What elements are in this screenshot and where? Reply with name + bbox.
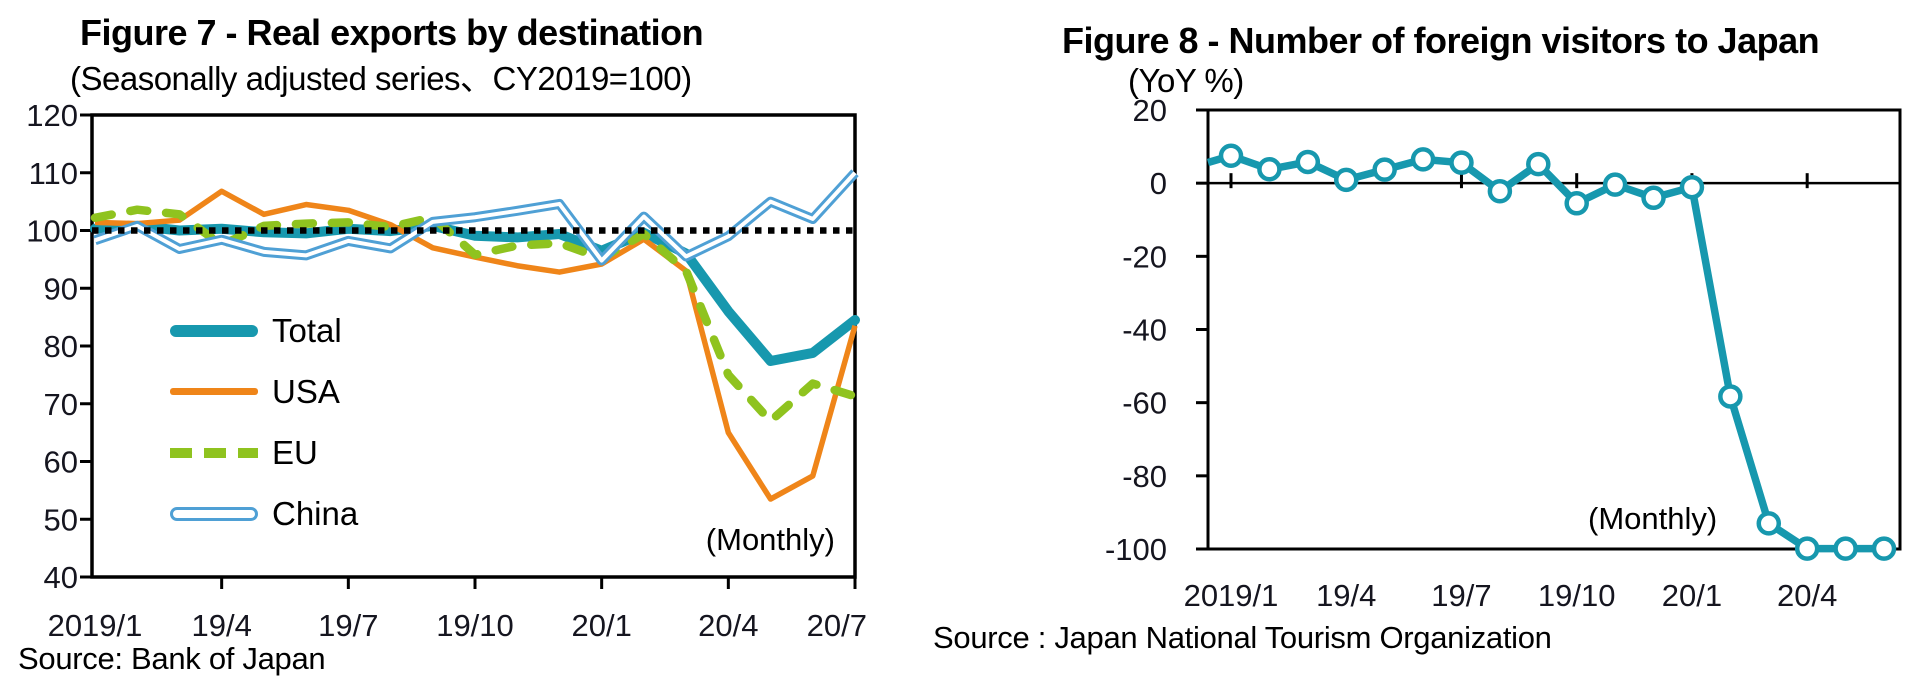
x-axis-tick-label: 20/7 <box>807 608 867 643</box>
x-axis-tick-label: 19/7 <box>1431 578 1491 613</box>
y-axis-tick-label: 50 <box>44 502 78 537</box>
series-line-total <box>90 220 860 367</box>
y-axis-tick-label: 110 <box>29 156 78 191</box>
legend-label: Total <box>272 311 342 349</box>
series-marker <box>1487 178 1513 204</box>
series-marker <box>1718 384 1743 409</box>
series-marker <box>1372 157 1397 182</box>
figure8-title: Figure 8 - Number of foreign visitors to… <box>1062 20 1820 61</box>
figure7-title: Figure 7 - Real exports by destination <box>80 12 704 53</box>
series-marker <box>1564 191 1589 216</box>
x-axis-tick-label: 19/10 <box>436 608 514 643</box>
x-axis-tick-label: 2019/1 <box>1184 578 1279 613</box>
x-axis-tick-label: 20/1 <box>1662 578 1722 613</box>
legend-label: USA <box>272 372 340 410</box>
legend-swatch-dashed <box>170 447 258 458</box>
figure8-subtitle: (YoY %) <box>1128 62 1244 99</box>
series-line-eu <box>90 205 860 426</box>
y-axis-tick-label: -60 <box>1122 386 1167 421</box>
x-axis-tick-label: 19/7 <box>318 608 378 643</box>
series-marker <box>1295 149 1321 175</box>
series-marker <box>1602 172 1628 197</box>
series-marker <box>1333 167 1359 193</box>
x-axis-tick-label: 19/4 <box>1316 578 1376 613</box>
series-marker <box>1871 536 1897 561</box>
y-axis-tick-label: -80 <box>1122 459 1167 494</box>
y-axis-tick-label: 80 <box>44 329 78 364</box>
series-marker <box>1218 143 1244 168</box>
legend-swatch-double <box>170 506 258 521</box>
legend-label: EU <box>272 433 318 471</box>
series-marker <box>1679 174 1705 200</box>
y-axis-tick-label: -100 <box>1105 532 1167 567</box>
x-axis-tick-label: 19/4 <box>191 608 251 643</box>
legend-item-eu: EU <box>170 422 358 483</box>
y-axis-tick-label: 40 <box>44 560 78 595</box>
series-line-visitors <box>1206 151 1884 553</box>
y-axis-tick-label: 120 <box>26 98 78 133</box>
legend-item-usa: USA <box>170 361 358 422</box>
legend-item-total: Total <box>170 300 358 361</box>
plot-frame <box>90 113 857 579</box>
series-marker <box>1833 536 1858 561</box>
figure7-monthly-annotation: (Monthly) <box>705 522 835 557</box>
series-marker <box>1641 185 1666 211</box>
y-axis-tick-label: -20 <box>1122 239 1167 274</box>
legend-swatch-solid <box>170 388 258 395</box>
x-axis-tick-label: 20/4 <box>1777 578 1837 613</box>
x-axis-tick-label: 19/10 <box>1538 578 1616 613</box>
y-axis-tick-label: 20 <box>1133 93 1167 128</box>
y-axis-tick-label: 70 <box>44 387 78 422</box>
series-marker <box>1756 511 1782 536</box>
y-axis-tick-label: -40 <box>1122 313 1167 348</box>
figure7-source: Source: Bank of Japan <box>18 641 326 676</box>
series-marker <box>1449 150 1474 175</box>
y-axis-tick-label: 0 <box>1150 166 1167 201</box>
series-marker <box>1526 151 1551 177</box>
y-axis-tick-label: 90 <box>44 271 78 306</box>
x-axis-tick-label: 20/1 <box>571 608 631 643</box>
legend-label: China <box>272 494 359 532</box>
x-axis-tick-label: 20/4 <box>698 608 758 643</box>
figure7-subtitle: (Seasonally adjusted series、CY2019=100) <box>70 60 692 97</box>
legend-swatch-thick <box>170 324 258 337</box>
x-axis-tick-label: 2019/1 <box>48 608 143 643</box>
series-marker <box>1794 536 1820 561</box>
legend-item-china: China <box>170 483 358 544</box>
y-axis-tick-label: 60 <box>44 445 78 480</box>
plot-frame <box>1206 108 1902 551</box>
series-marker <box>1410 147 1436 172</box>
figure7-legend: Total USA EU China <box>170 300 358 544</box>
series-line-china-inner <box>94 171 857 263</box>
series-marker <box>1257 157 1282 182</box>
y-axis-tick-label: 100 <box>26 214 78 249</box>
figure8-monthly-annotation: (Monthly) <box>1588 501 1718 536</box>
figure8-source: Source : Japan National Tourism Organiza… <box>933 620 1552 655</box>
